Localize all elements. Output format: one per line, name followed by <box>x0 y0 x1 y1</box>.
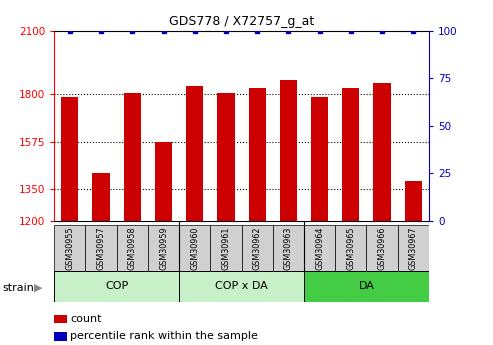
Bar <box>217 93 235 221</box>
Bar <box>61 97 78 221</box>
Text: GSM30959: GSM30959 <box>159 226 168 270</box>
Bar <box>398 225 429 271</box>
Text: percentile rank within the sample: percentile rank within the sample <box>70 332 258 341</box>
Bar <box>342 88 359 221</box>
Bar <box>311 97 328 221</box>
Text: GSM30957: GSM30957 <box>97 226 106 270</box>
Bar <box>374 83 390 221</box>
Bar <box>304 225 335 271</box>
Bar <box>186 86 203 221</box>
Bar <box>211 225 242 271</box>
Text: COP: COP <box>105 282 128 291</box>
Text: GSM30962: GSM30962 <box>253 226 262 269</box>
Bar <box>280 80 297 221</box>
Bar <box>148 225 179 271</box>
Bar <box>242 225 273 271</box>
Text: GSM30965: GSM30965 <box>347 226 355 269</box>
Bar <box>304 271 429 302</box>
Bar <box>405 181 422 221</box>
Bar <box>54 271 179 302</box>
Bar <box>124 93 141 221</box>
Text: GSM30967: GSM30967 <box>409 226 418 269</box>
Text: count: count <box>70 314 102 324</box>
Text: COP x DA: COP x DA <box>215 282 268 291</box>
Bar <box>93 173 109 221</box>
Text: ▶: ▶ <box>34 283 42 293</box>
Bar <box>248 88 266 221</box>
Bar <box>85 225 117 271</box>
Text: GSM30961: GSM30961 <box>221 226 230 269</box>
Text: GSM30964: GSM30964 <box>315 226 324 269</box>
Bar <box>155 142 172 221</box>
Text: DA: DA <box>358 282 374 291</box>
Text: strain: strain <box>2 283 35 293</box>
Bar <box>335 225 366 271</box>
Text: GSM30963: GSM30963 <box>284 226 293 269</box>
Text: GSM30958: GSM30958 <box>128 226 137 269</box>
Bar <box>366 225 398 271</box>
Title: GDS778 / X72757_g_at: GDS778 / X72757_g_at <box>169 16 314 29</box>
Bar <box>179 225 211 271</box>
Text: GSM30960: GSM30960 <box>190 226 199 269</box>
Text: GSM30966: GSM30966 <box>378 226 387 269</box>
Bar <box>54 225 85 271</box>
Bar <box>117 225 148 271</box>
Bar <box>273 225 304 271</box>
Text: GSM30955: GSM30955 <box>66 226 74 270</box>
Bar <box>179 271 304 302</box>
